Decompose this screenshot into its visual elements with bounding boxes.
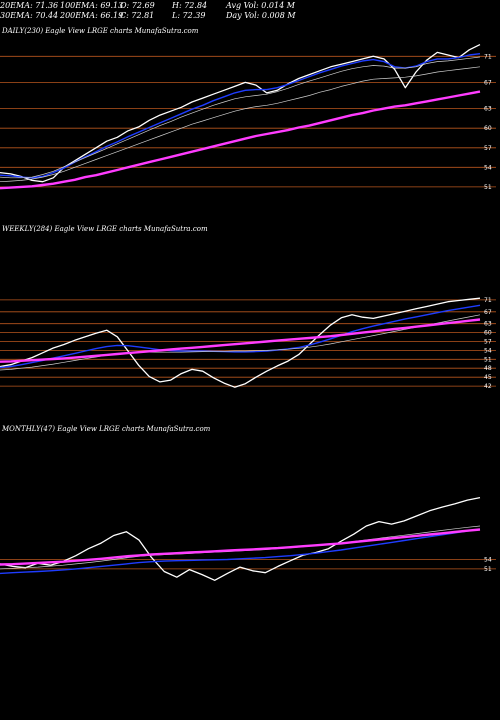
- daily-tick-label-71: 71: [484, 53, 492, 60]
- daily-tick-label-63: 63: [484, 106, 492, 113]
- weekly-series-ema_fast-1: [0, 304, 481, 369]
- monthly-tick-label-54: 54: [484, 557, 492, 564]
- header-low: L: 72.39: [172, 11, 206, 20]
- daily-series-price-0: [0, 44, 481, 183]
- weekly-tick-label-71: 71: [484, 297, 492, 304]
- header-day-vol: Day Vol: 0.008 M: [226, 11, 296, 20]
- header-high: H: 72.84: [172, 1, 208, 10]
- daily-tick-label-57: 57: [484, 145, 492, 152]
- header-100ema: 100EMA: 69.13: [60, 1, 124, 10]
- weekly-tick-label-57: 57: [484, 339, 492, 346]
- header-30ema: 30EMA: 70.44: [0, 11, 59, 20]
- weekly-tick-label-54: 54: [484, 347, 492, 354]
- monthly-series-ema_slow-3: [0, 528, 481, 566]
- weekly-tick-label-63: 63: [484, 321, 492, 328]
- weekly-series-ema_mid-2: [0, 314, 481, 371]
- monthly-series-price-0: [0, 496, 481, 581]
- header-20ema: 20EMA: 71.36: [0, 1, 59, 10]
- weekly-panel-title: WEEKLY(284) Eagle View LRGE charts Munaf…: [2, 225, 208, 233]
- monthly-panel-title: MONTHLY(47) Eagle View LRGE charts Munaf…: [2, 425, 211, 433]
- weekly-tick-label-42: 42: [484, 383, 492, 390]
- monthly-tick-label-51: 51: [484, 566, 492, 573]
- monthly-series-ema_mid-2: [0, 525, 481, 570]
- weekly-series-price-0: [0, 297, 481, 388]
- monthly-series-ema_fast-1: [0, 528, 481, 575]
- header-open: O: 72.69: [120, 1, 155, 10]
- header-200ema: 200EMA: 66.19: [60, 11, 124, 20]
- weekly-tick-label-48: 48: [484, 365, 492, 372]
- daily-tick-label-54: 54: [484, 164, 492, 171]
- daily-series-ema_fast-1: [0, 53, 481, 179]
- weekly-series-ema_slow-3: [0, 318, 481, 363]
- header-close: C: 72.81: [120, 11, 155, 20]
- weekly-tick-label-60: 60: [484, 330, 492, 337]
- daily-tick-label-60: 60: [484, 125, 492, 132]
- daily-series-ema_mid-3: [0, 66, 481, 183]
- daily-series-ema_mid-2: [0, 56, 481, 179]
- daily-tick-label-51: 51: [484, 184, 492, 191]
- daily-series-ema_slow-4: [0, 90, 481, 190]
- weekly-tick-label-51: 51: [484, 356, 492, 363]
- daily-tick-label-67: 67: [484, 79, 492, 86]
- daily-panel-title: DAILY(230) Eagle View LRGE charts Munafa…: [2, 27, 199, 35]
- weekly-tick-label-67: 67: [484, 309, 492, 316]
- weekly-tick-label-45: 45: [484, 374, 492, 381]
- header-avg-vol: Avg Vol: 0.014 M: [226, 1, 295, 10]
